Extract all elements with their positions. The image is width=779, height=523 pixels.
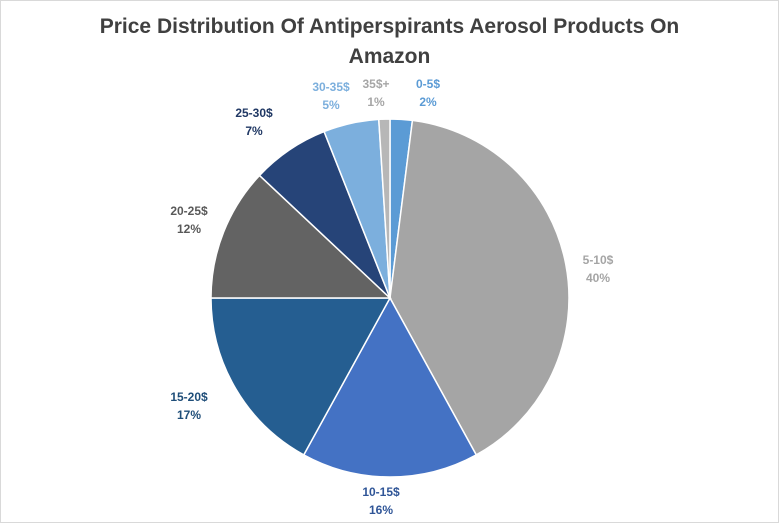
slice-label: 20-25$ (170, 204, 208, 218)
slice-label: 15-20$ (170, 390, 208, 404)
slice-percent-label: 5% (322, 98, 340, 112)
slice-label: 30-35$ (312, 80, 350, 94)
pie-slice-10-15 (302, 296, 478, 478)
slice-percent-label: 7% (245, 124, 263, 138)
slice-percent-label: 17% (177, 408, 201, 422)
slice-label: 0-5$ (416, 77, 440, 91)
slice-percent-label: 1% (367, 95, 385, 109)
slice-percent-label: 12% (177, 222, 201, 236)
slice-label: 35$+ (362, 77, 389, 91)
slice-percent-label: 2% (419, 95, 437, 109)
pie-slice-20-25 (210, 174, 392, 299)
slice-label: 10-15$ (362, 485, 400, 499)
pie-slice-5-10 (389, 119, 570, 456)
slice-label: 5-10$ (583, 253, 614, 267)
chart-title: Price Distribution Of Antiperspirants Ae… (99, 15, 680, 68)
slice-percent-label: 16% (369, 503, 393, 517)
pie-slice-35plus (377, 118, 391, 299)
pie-slice-15-20 (210, 297, 392, 456)
slice-label: 25-30$ (235, 106, 273, 120)
slice-percent-label: 40% (586, 271, 610, 285)
